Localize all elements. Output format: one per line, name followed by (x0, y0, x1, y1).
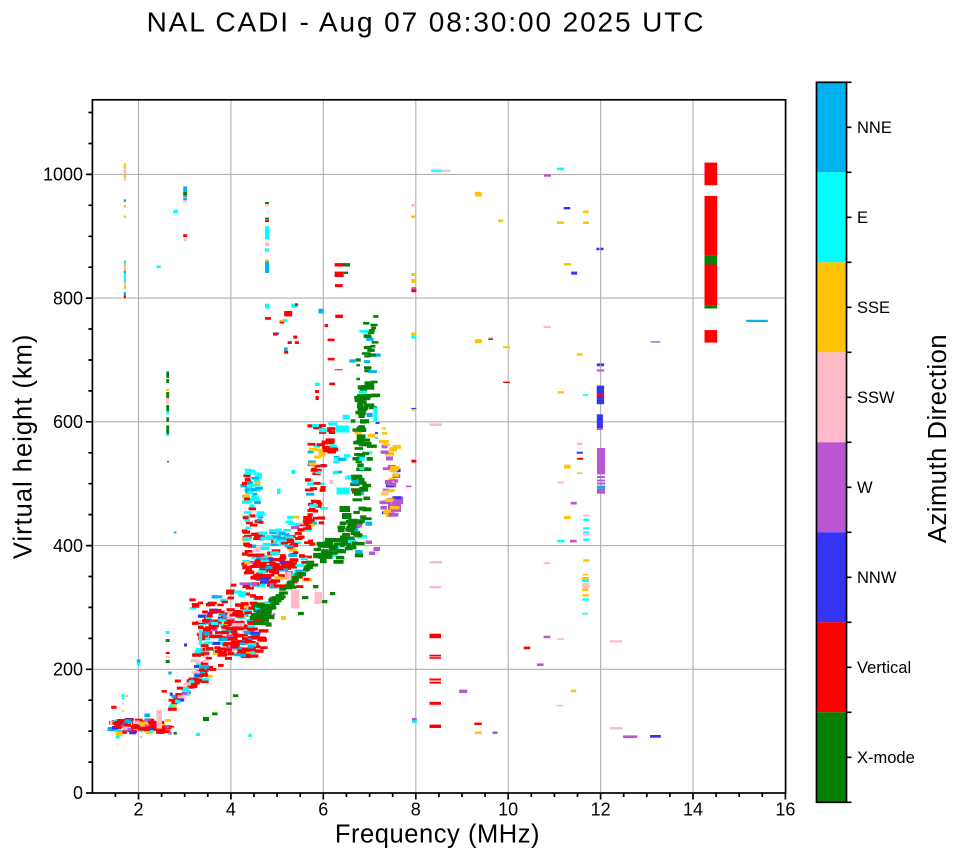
svg-text:2: 2 (133, 800, 143, 820)
svg-text:10: 10 (498, 800, 518, 820)
svg-text:NAL CADI - Aug 07 08:30:00 202: NAL CADI - Aug 07 08:30:00 2025 UTC (147, 7, 706, 38)
svg-text:600: 600 (53, 412, 83, 432)
svg-text:Frequency (MHz): Frequency (MHz) (335, 821, 540, 849)
svg-text:16: 16 (775, 800, 795, 820)
svg-text:800: 800 (53, 288, 83, 308)
svg-text:Vertical: Vertical (857, 659, 911, 677)
svg-text:6: 6 (318, 800, 328, 820)
svg-text:8: 8 (411, 800, 421, 820)
svg-text:200: 200 (53, 660, 83, 680)
svg-text:400: 400 (53, 536, 83, 556)
svg-text:14: 14 (683, 800, 703, 820)
svg-text:E: E (857, 209, 868, 227)
svg-text:Virtual height (km): Virtual height (km) (10, 334, 38, 559)
svg-text:Azimuth Direction: Azimuth Direction (924, 334, 952, 543)
svg-text:1000: 1000 (43, 165, 83, 185)
svg-text:4: 4 (226, 800, 236, 820)
svg-text:12: 12 (591, 800, 611, 820)
svg-text:0: 0 (73, 783, 83, 803)
svg-text:SSW: SSW (857, 389, 895, 407)
svg-text:NNW: NNW (857, 569, 897, 587)
svg-text:X-mode: X-mode (857, 749, 915, 767)
svg-text:SSE: SSE (857, 299, 890, 317)
svg-text:W: W (857, 479, 873, 497)
svg-text:NNE: NNE (857, 119, 892, 137)
